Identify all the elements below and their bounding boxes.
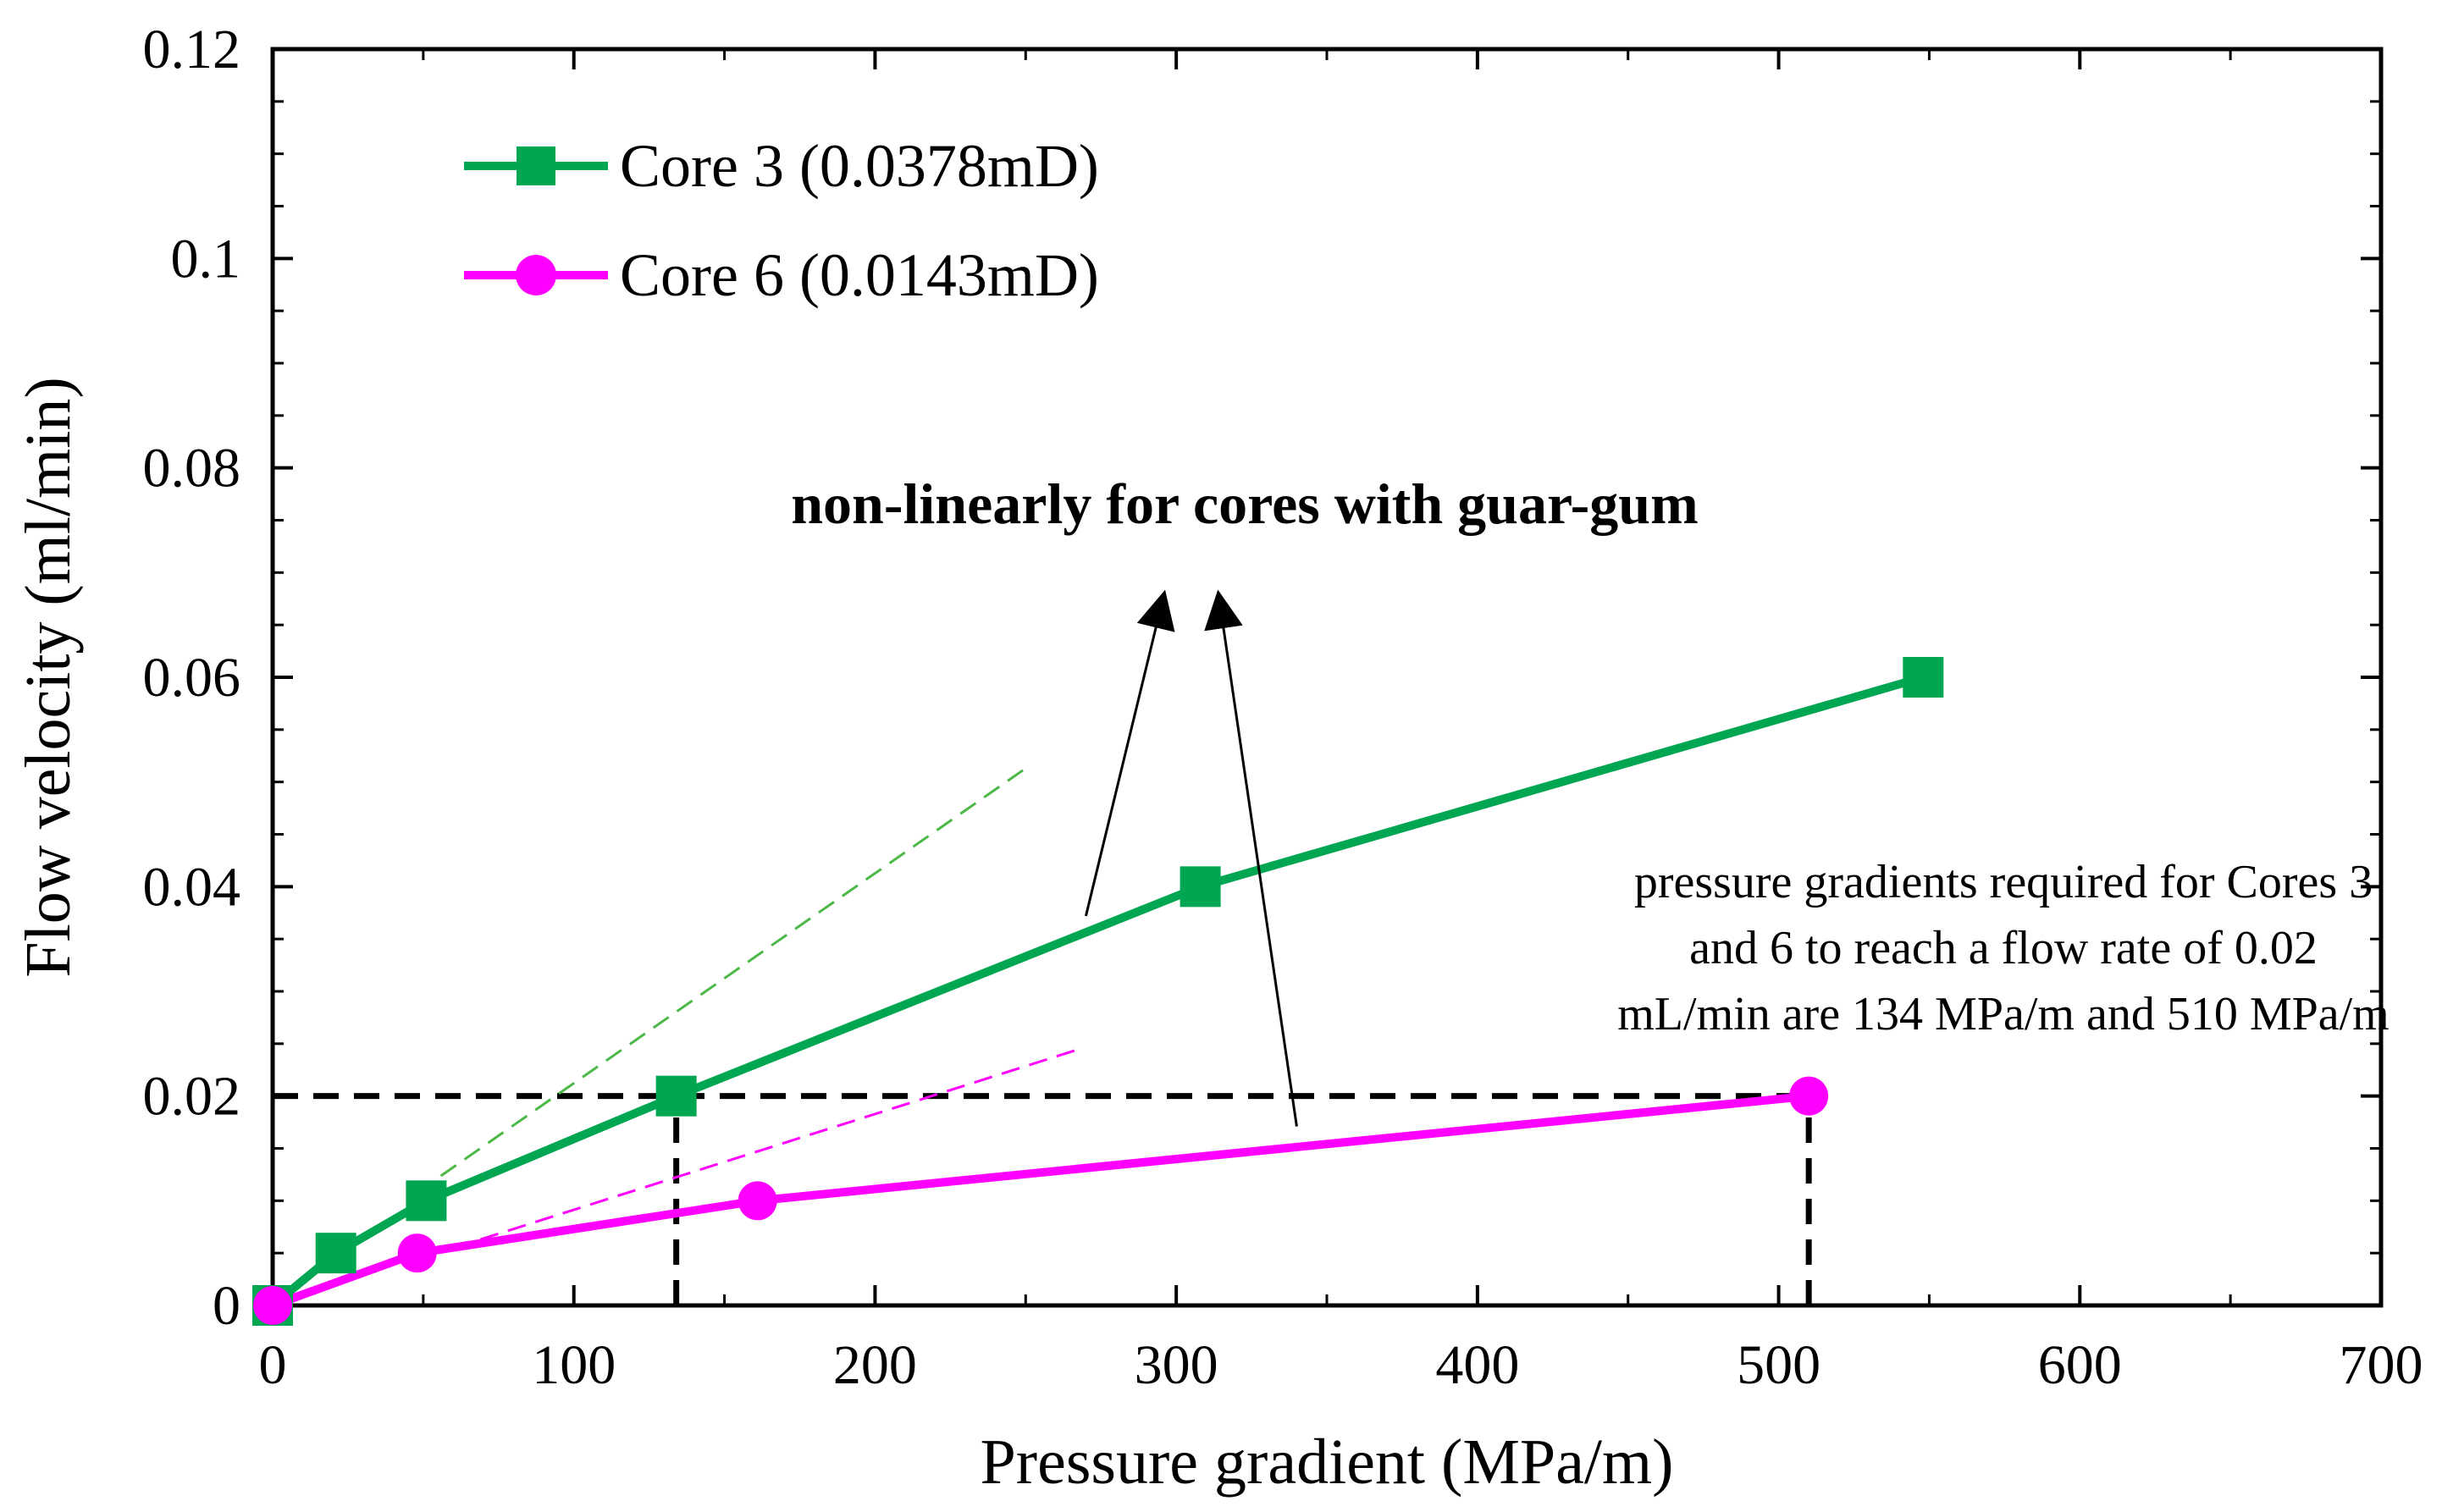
data-point-square <box>406 1180 447 1222</box>
x-tick-label: 100 <box>532 1334 616 1396</box>
data-point-square <box>315 1233 356 1274</box>
data-point-circle <box>738 1181 777 1221</box>
legend-marker-core-6 <box>516 255 556 295</box>
y-axis-title: Flow velocity (ml/min) <box>13 377 84 977</box>
x-axis-title: Pressure gradient (MPa/m) <box>981 1426 1674 1498</box>
data-point-circle <box>397 1233 437 1273</box>
x-tick-label: 0 <box>259 1334 287 1396</box>
x-tick-label: 500 <box>1737 1334 1820 1396</box>
series-layer <box>252 657 1944 1326</box>
note-line: pressure gradients required for Cores 3 <box>1634 856 2373 908</box>
y-tick-label: 0.12 <box>143 19 241 80</box>
note-line: and 6 to reach a flow rate of 0.02 <box>1689 922 2318 974</box>
annotation-note: pressure gradients required for Cores 3 … <box>1617 856 2389 1040</box>
data-point-circle <box>1789 1076 1829 1116</box>
tangent-lines <box>416 764 1080 1241</box>
x-tick-label: 400 <box>1435 1334 1519 1396</box>
legend-label-core-3: Core 3 (0.0378mD) <box>620 132 1099 200</box>
annotation-arrows <box>1084 589 1298 1127</box>
tangent-line <box>416 764 1030 1194</box>
x-tick-label: 600 <box>2038 1334 2122 1396</box>
data-point-square <box>1903 657 1944 698</box>
y-tick-label: 0.06 <box>143 647 241 709</box>
data-point-circle <box>253 1286 292 1325</box>
tick-labels: 0 100 200 300 400 500 600 700 0 0.02 0.04 0.06 0.08 0… <box>143 19 2423 1396</box>
y-tick-label: 0.1 <box>171 228 241 290</box>
annotation-arrow <box>1084 589 1175 917</box>
legend-label-core-6: Core 6 (0.0143mD) <box>620 241 1099 309</box>
data-point-square <box>1180 866 1221 908</box>
y-tick-label: 0 <box>213 1275 240 1337</box>
annotation-arrow <box>1204 589 1298 1127</box>
y-tick-label: 0.08 <box>143 438 241 499</box>
data-point-square <box>655 1075 697 1117</box>
series-line <box>268 1091 1814 1310</box>
x-tick-label: 200 <box>833 1334 917 1396</box>
legend: Core 3 (0.0378mD) Core 6 (0.0143mD) <box>464 132 1099 309</box>
y-tick-label: 0.04 <box>143 856 241 918</box>
note-line: mL/min are 134 MPa/m and 510 MPa/m <box>1617 988 2389 1040</box>
annotation-headline: non-linearly for cores with guar-gum <box>791 472 1699 536</box>
tangent-line <box>479 1047 1080 1241</box>
reference-lines <box>273 1093 1812 1305</box>
x-tick-label: 700 <box>2340 1334 2423 1396</box>
plot-area <box>270 47 2384 1308</box>
legend-marker-core-3 <box>517 146 555 185</box>
y-tick-label: 0.02 <box>143 1066 241 1128</box>
x-tick-label: 300 <box>1135 1334 1218 1396</box>
